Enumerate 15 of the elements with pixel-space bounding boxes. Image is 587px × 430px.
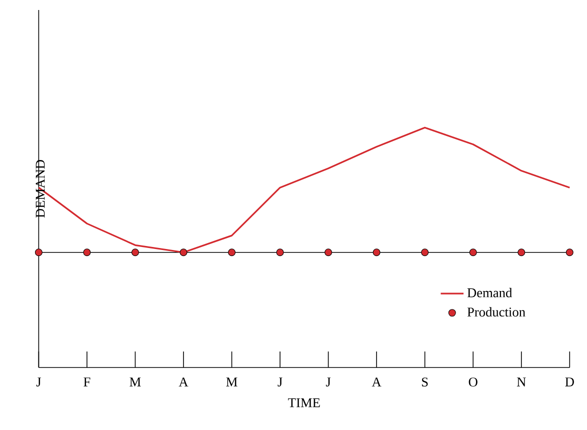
x-tick-label: F	[84, 378, 90, 387]
x-axis-title: TIME	[288, 398, 320, 408]
x-tick-label: J	[36, 378, 42, 387]
legend-label: Production	[467, 307, 526, 317]
x-tick-label: A	[372, 378, 382, 387]
x-tick-label: S	[422, 378, 428, 387]
x-tick-label: J	[326, 378, 331, 387]
x-tick-label: D	[565, 378, 574, 387]
x-tick-label: M	[130, 378, 141, 387]
x-tick-label: O	[468, 378, 478, 387]
x-tick-label: M	[226, 378, 238, 387]
x-tick-label: N	[516, 378, 526, 387]
x-tick-label: A	[178, 378, 188, 387]
x-tick-label: J	[278, 378, 282, 387]
legend-label: Demand	[467, 288, 512, 298]
